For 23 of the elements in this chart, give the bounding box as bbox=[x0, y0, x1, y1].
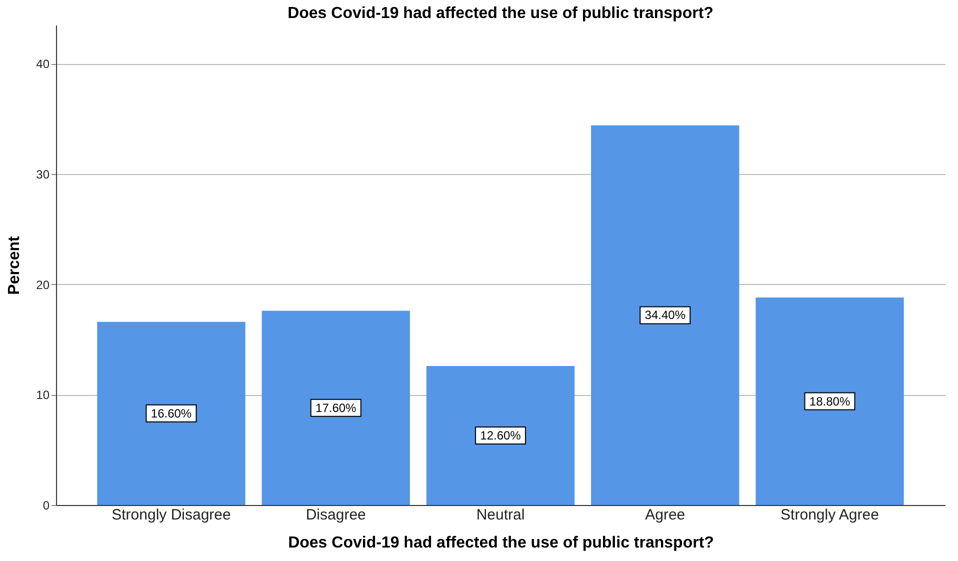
y-tick-label: 10 bbox=[36, 388, 50, 402]
bar bbox=[262, 310, 410, 505]
x-tick-label: Strongly Disagree bbox=[112, 506, 231, 524]
data-label: 34.40% bbox=[644, 308, 686, 322]
data-label: 12.60% bbox=[480, 428, 522, 442]
y-tick-label: 40 bbox=[36, 57, 50, 72]
y-tick-label: 30 bbox=[36, 167, 50, 182]
data-label: 17.60% bbox=[316, 400, 357, 415]
x-tick-label: Agree bbox=[645, 506, 686, 524]
bar bbox=[756, 298, 904, 505]
data-label: 16.60% bbox=[150, 406, 192, 420]
bar bbox=[591, 125, 740, 505]
x-tick-label: Neutral bbox=[476, 506, 525, 524]
chart-title: Does Covid-19 had affected the use of public transport? bbox=[288, 5, 714, 22]
bar bbox=[97, 322, 246, 505]
x-tick-label: Strongly Agree bbox=[780, 506, 879, 524]
y-tick-label: 20 bbox=[36, 278, 50, 292]
x-tick-label: Disagree bbox=[306, 506, 366, 524]
y-tick-label: 0 bbox=[42, 498, 50, 512]
bar bbox=[426, 366, 575, 505]
x-axis-title: Does Covid-19 had affected the use of public transport? bbox=[288, 534, 714, 552]
y-axis-title: Percent bbox=[6, 235, 24, 295]
data-label: 18.80% bbox=[809, 394, 850, 408]
